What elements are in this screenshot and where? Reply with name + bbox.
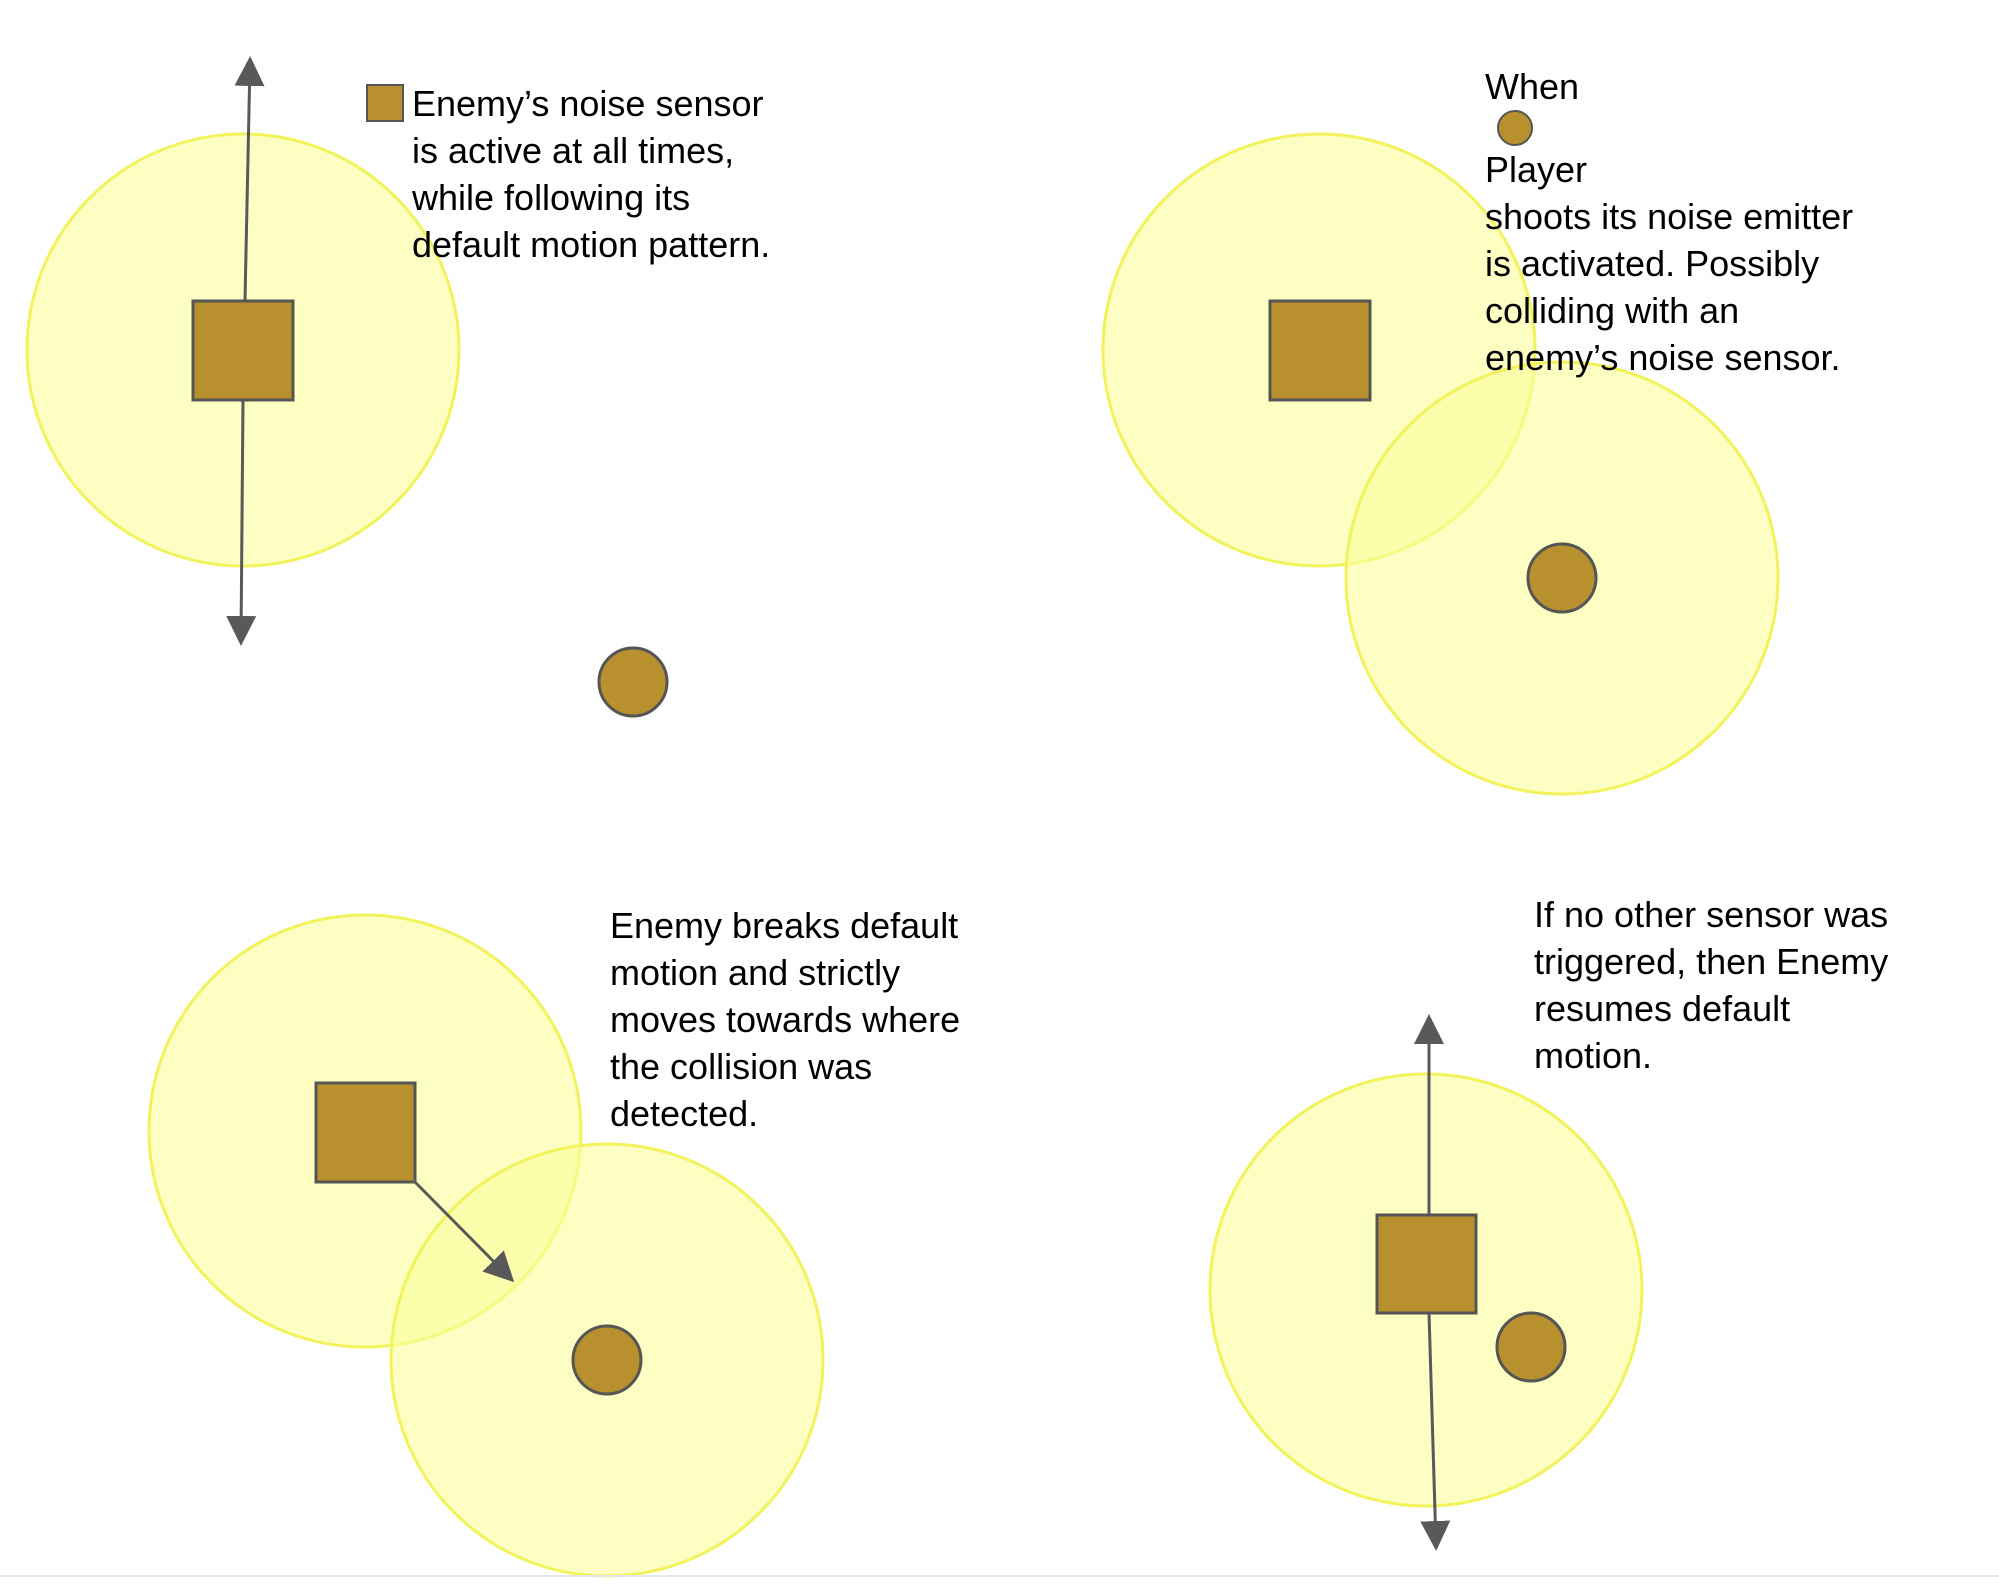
enemy-legend-icon: [366, 84, 404, 122]
enemy-square: [1375, 1213, 1478, 1315]
pursuit-arrow: [411, 1178, 515, 1283]
panel-2-graphic: [1101, 132, 1780, 796]
panel-3-caption: Enemy breaks default motion and strictly…: [610, 902, 960, 1137]
player-circle: [597, 646, 669, 718]
player-legend-icon: [1497, 110, 1533, 146]
caption-line: default motion pattern.: [412, 224, 771, 265]
panel-4-graphic: [1208, 1014, 1644, 1551]
enemy-square: [1268, 299, 1372, 402]
footer-divider: [0, 1575, 1999, 1577]
caption-line: motion and strictly: [610, 952, 901, 993]
caption-word: Player: [1485, 149, 1588, 190]
caption-first-line: When Player: [1485, 63, 1853, 193]
motion-arrow-up: [234, 56, 265, 301]
panel-2-caption: When Player shoots its noise emitter is a…: [1485, 63, 1853, 381]
caption-line: while following its: [412, 177, 691, 218]
caption-line: resumes default: [1534, 988, 1791, 1029]
caption-line: enemy’s noise sensor.: [1485, 337, 1841, 378]
player-circle: [1526, 542, 1598, 614]
caption-line: shoots its noise emitter: [1485, 196, 1854, 237]
motion-arrow-down: [1420, 1312, 1451, 1551]
caption-line: If no other sensor was: [1534, 894, 1889, 935]
caption-line: is activated. Possibly: [1485, 243, 1820, 284]
player-circle: [1495, 1311, 1567, 1383]
panel-1-caption: Enemy’s noise sensor is active at all ti…: [412, 80, 770, 268]
caption-line: colliding with an: [1485, 290, 1740, 331]
caption-line: Enemy’s noise sensor: [412, 83, 764, 124]
caption-line: detected.: [610, 1093, 759, 1134]
player-circle: [571, 1324, 643, 1396]
caption-line: Enemy breaks default: [610, 905, 959, 946]
caption-line: triggered, then Enemy: [1534, 941, 1889, 982]
caption-word: When: [1485, 66, 1580, 107]
panel-3-graphic: [147, 913, 825, 1578]
caption-line: is active at all times,: [412, 130, 735, 171]
panel-1-graphic: [25, 56, 669, 718]
enemy-square: [314, 1081, 417, 1184]
enemy-square: [191, 299, 295, 402]
caption-line: motion.: [1534, 1035, 1653, 1076]
motion-arrow-down: [226, 399, 257, 646]
caption-line: the collision was: [610, 1046, 873, 1087]
caption-line: moves towards where: [610, 999, 961, 1040]
panel-4-caption: If no other sensor was triggered, then E…: [1534, 891, 1888, 1079]
